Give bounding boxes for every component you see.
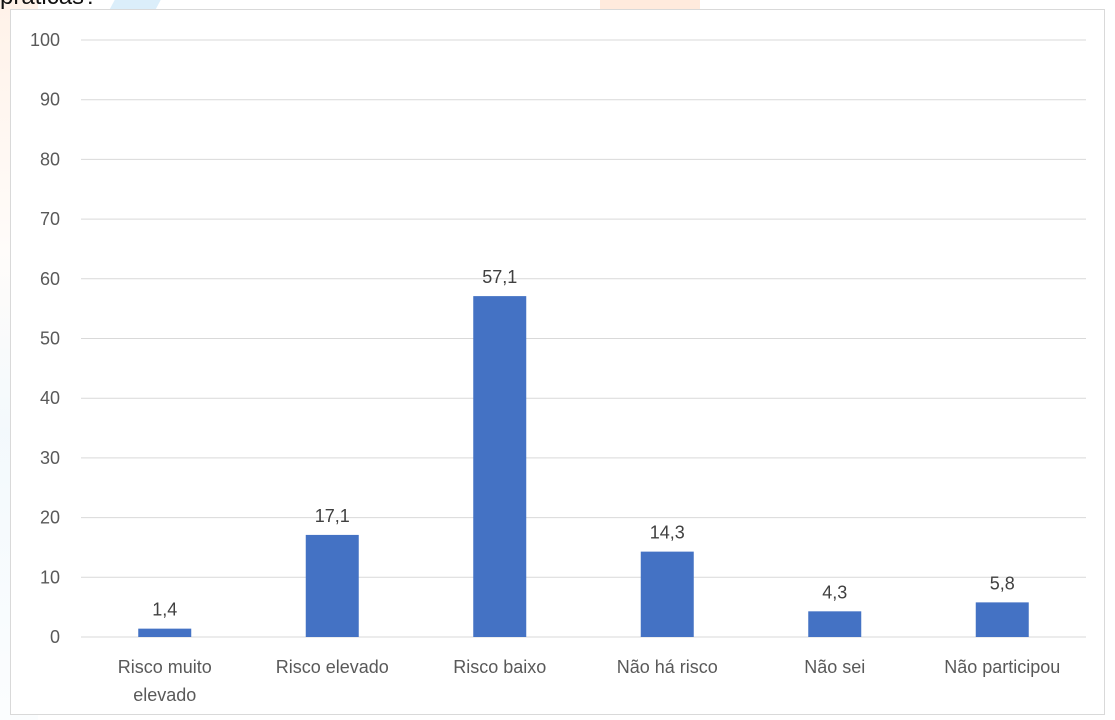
- bar-data-label: 14,3: [650, 523, 685, 543]
- y-axis-tick-label: 70: [40, 209, 60, 229]
- bar-não-participou: [975, 602, 1029, 637]
- y-axis-tick-label: 30: [40, 448, 60, 468]
- question-fragment: práticas?: [0, 0, 97, 9]
- gridlines: [81, 39, 1086, 638]
- y-axis-tick-label: 40: [40, 388, 60, 408]
- bar-não-há-risco: [640, 551, 694, 637]
- x-axis-category-label: Risco elevado: [276, 657, 389, 677]
- bar-não-sei: [808, 611, 862, 637]
- y-axis-tick-label: 20: [40, 508, 60, 528]
- y-axis-tick-label: 0: [50, 627, 60, 647]
- x-axis-category-label-line: Não há risco: [617, 657, 718, 677]
- bar-data-label: 4,3: [822, 582, 847, 602]
- bar-data-label: 57,1: [482, 267, 517, 287]
- bar-risco-baixo: [473, 296, 527, 637]
- bar-data-label: 17,1: [315, 506, 350, 526]
- x-axis-category-label-line: Risco muito: [118, 657, 212, 677]
- x-axis-category-label: Risco muito elevado: [118, 657, 212, 705]
- chart-frame: 0 10 20 30 40 50 60 70 80 90 100 1,4 Risco muito elev…: [10, 9, 1105, 715]
- bar-data-label: 5,8: [990, 573, 1015, 593]
- labels: 0 10 20 30 40 50 60 70 80 90 100 1,4 Risco muito elev…: [30, 30, 1060, 705]
- y-axis-tick-label: 80: [40, 149, 60, 169]
- bar-risco-muito-elevado: [138, 628, 192, 637]
- x-axis-category-label-line: Não participou: [944, 657, 1060, 677]
- x-axis-category-label-line: Risco baixo: [453, 657, 546, 677]
- bar-risco-elevado: [305, 534, 359, 637]
- x-axis-category-label: Risco baixo: [453, 657, 546, 677]
- y-axis-tick-label: 50: [40, 329, 60, 349]
- y-axis-tick-label: 90: [40, 90, 60, 110]
- x-axis-category-label-line: Não sei: [804, 657, 865, 677]
- bar-chart: 0 10 20 30 40 50 60 70 80 90 100 1,4 Risco muito elev…: [30, 30, 1086, 705]
- x-axis-category-label: Não há risco: [617, 657, 718, 677]
- x-axis-category-label: Não participou: [944, 657, 1060, 677]
- bars: [138, 296, 1029, 637]
- y-axis-tick-label: 100: [30, 30, 60, 50]
- x-axis-category-label: Não sei: [804, 657, 865, 677]
- bar-data-label: 1,4: [152, 600, 177, 620]
- y-axis-tick-label: 60: [40, 269, 60, 289]
- x-axis-category-label-line: elevado: [133, 685, 196, 705]
- y-axis-tick-label: 10: [40, 567, 60, 587]
- x-axis-category-label-line: Risco elevado: [276, 657, 389, 677]
